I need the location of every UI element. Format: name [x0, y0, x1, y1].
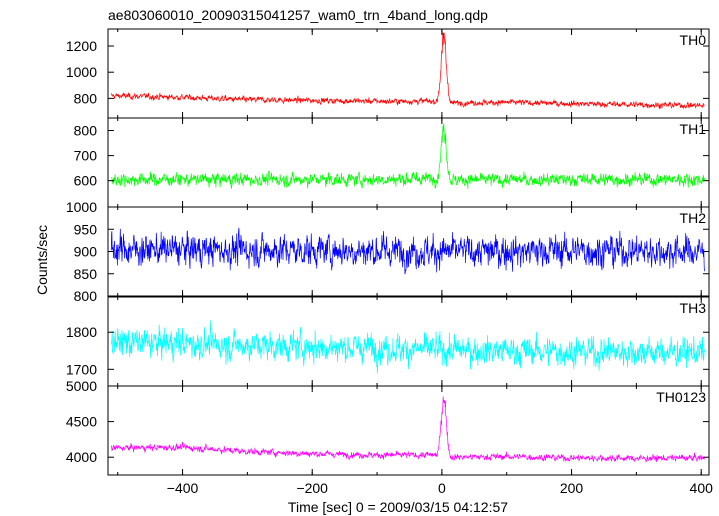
series-line-th1 [111, 123, 705, 189]
y-tick-label: 800 [74, 288, 98, 304]
x-axis-title: Time [sec] 0 = 2009/03/15 04:12:57 [288, 499, 508, 515]
y-tick-label: 800 [74, 123, 98, 139]
y-tick-label: 900 [74, 244, 98, 260]
x-tick-label: −400 [167, 480, 199, 496]
panel-label-th1: TH1 [680, 121, 707, 137]
chart-title: ae803060010_20090315041257_wam0_trn_4ban… [108, 7, 488, 23]
series-line-th0 [111, 32, 705, 110]
y-tick-label: 1800 [66, 324, 97, 340]
y-tick-label: 600 [74, 173, 98, 189]
y-tick-label: 850 [74, 266, 98, 282]
y-tick-label: 5000 [66, 378, 97, 394]
y-tick-label: 4500 [66, 414, 97, 430]
panel-frame-th1 [107, 117, 710, 208]
x-tick-label: 400 [690, 480, 714, 496]
series-line-th3 [110, 320, 705, 374]
y-tick-label: 1200 [66, 38, 97, 54]
y-tick-label: 1000 [66, 64, 97, 80]
y-tick-label: 950 [74, 221, 98, 237]
panel-label-th3: TH3 [680, 300, 707, 316]
y-tick-label: 800 [74, 90, 98, 106]
series-line-th2 [110, 227, 705, 275]
y-tick-label: 700 [74, 148, 98, 164]
y-axis-title: Counts/sec [34, 225, 50, 295]
y-tick-label: 4000 [66, 449, 97, 465]
panel-label-th0123: TH0123 [656, 389, 706, 405]
x-tick-label: −200 [296, 480, 328, 496]
panel-label-th0: TH0 [680, 32, 707, 48]
panel-label-th2: TH2 [680, 210, 707, 226]
x-tick-label: 0 [438, 480, 446, 496]
y-tick-label: 1000 [66, 199, 97, 215]
series-line-th0123 [110, 396, 705, 463]
panels-group: 800 1000 1200 TH0 600 700 800 TH1 800 850 900 950 10… [66, 28, 714, 496]
panel-frame-th0123 [107, 385, 710, 476]
y-tick-label: 1700 [66, 361, 97, 377]
x-tick-label: 200 [560, 480, 584, 496]
